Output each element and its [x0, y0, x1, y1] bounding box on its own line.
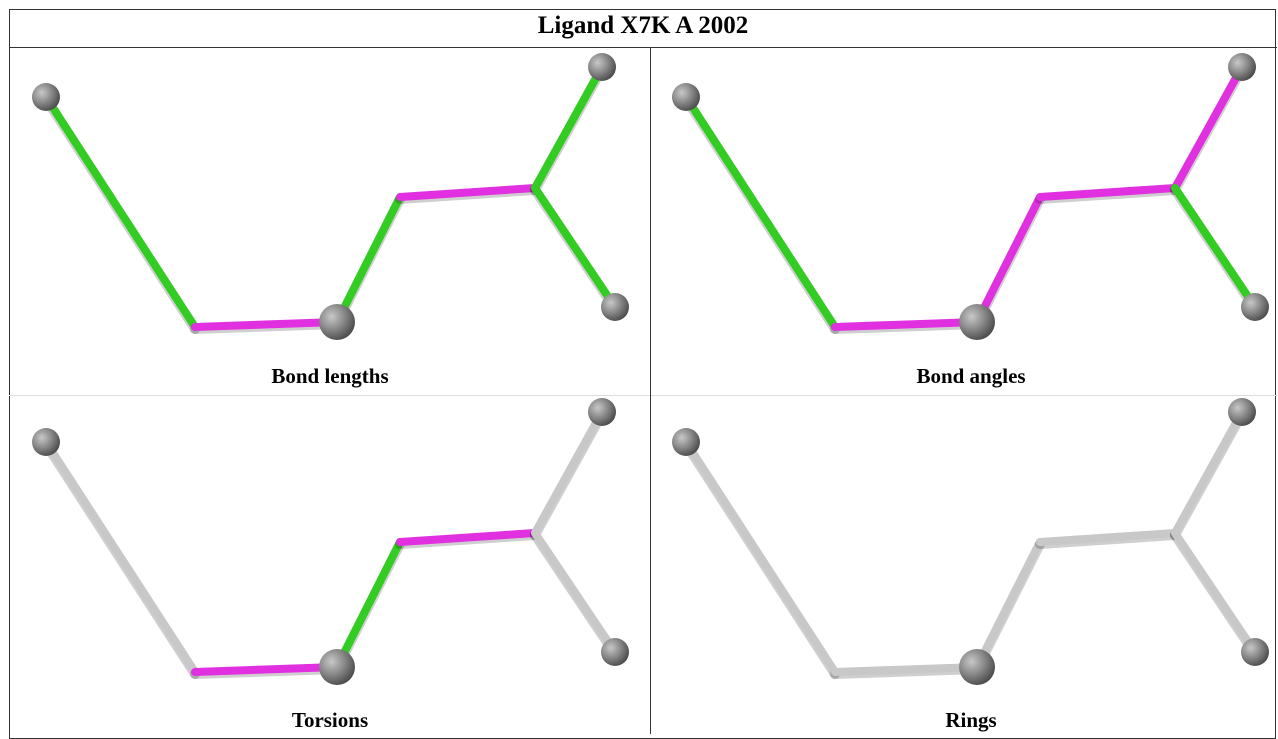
bond [1175, 67, 1242, 188]
atom [1228, 53, 1256, 81]
bond [195, 322, 337, 327]
atom [672, 83, 700, 111]
bond [535, 412, 602, 533]
bond [337, 542, 400, 667]
bond [686, 97, 835, 327]
atom [601, 293, 629, 321]
atom [959, 304, 995, 340]
bond [686, 442, 835, 672]
bond [46, 97, 195, 327]
panel-label: Rings [651, 708, 1278, 733]
atom [32, 428, 60, 456]
atom [959, 649, 995, 685]
bond [195, 667, 337, 672]
bond [977, 197, 1040, 322]
atom [319, 649, 355, 685]
bond [1175, 412, 1242, 533]
atom [588, 398, 616, 426]
atom [601, 638, 629, 666]
atom [32, 83, 60, 111]
bond [1175, 533, 1255, 652]
atom [672, 428, 700, 456]
bond [535, 533, 615, 652]
bond [835, 322, 977, 327]
atom [588, 53, 616, 81]
atom [319, 304, 355, 340]
panel-label: Bond angles [651, 364, 1278, 389]
bond [835, 667, 977, 672]
bond [1175, 188, 1255, 307]
bond [46, 442, 195, 672]
page: Ligand X7K A 2002 Bond lengths Bond angl… [0, 0, 1278, 734]
bond [535, 188, 615, 307]
bond [535, 67, 602, 188]
panel-label: Torsions [10, 708, 650, 733]
bond [977, 542, 1040, 667]
panel-label: Bond lengths [10, 364, 650, 389]
atom [1241, 638, 1269, 666]
atom [1241, 293, 1269, 321]
bond [337, 197, 400, 322]
atom [1228, 398, 1256, 426]
